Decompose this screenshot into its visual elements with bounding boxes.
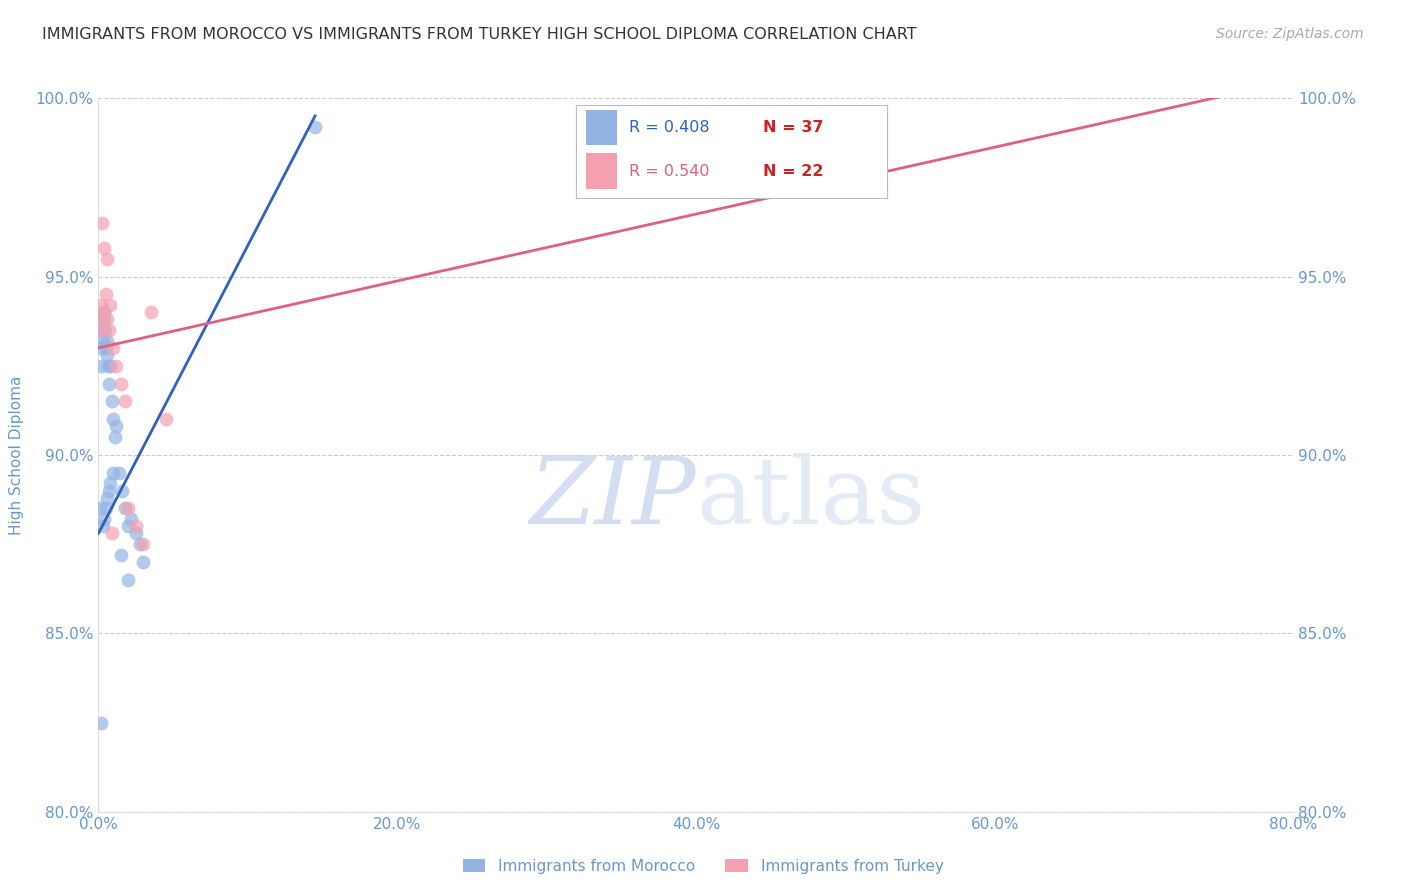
Text: IMMIGRANTS FROM MOROCCO VS IMMIGRANTS FROM TURKEY HIGH SCHOOL DIPLOMA CORRELATIO: IMMIGRANTS FROM MOROCCO VS IMMIGRANTS FR… xyxy=(42,27,917,42)
Point xyxy=(155,412,177,426)
Point xyxy=(94,341,117,355)
Point xyxy=(103,341,125,355)
Point xyxy=(100,476,122,491)
Point xyxy=(93,512,115,526)
Point xyxy=(93,241,115,255)
Point xyxy=(91,323,114,337)
Point xyxy=(93,305,115,319)
Point xyxy=(110,376,132,391)
Point xyxy=(94,323,117,337)
Point xyxy=(93,312,115,326)
Point xyxy=(91,334,114,348)
Point xyxy=(96,348,118,362)
Point xyxy=(96,312,118,326)
Point xyxy=(304,120,326,134)
Point xyxy=(97,376,120,391)
Point xyxy=(96,491,118,505)
Point xyxy=(100,359,122,373)
Point xyxy=(90,359,112,373)
Point xyxy=(101,394,124,409)
Point xyxy=(132,555,155,569)
Point xyxy=(90,715,112,730)
Point xyxy=(89,501,111,516)
Point xyxy=(90,312,112,326)
Point xyxy=(1059,84,1081,98)
Point xyxy=(90,298,112,312)
Point xyxy=(105,419,128,434)
Point xyxy=(125,526,148,541)
Point xyxy=(100,298,122,312)
Point xyxy=(117,501,139,516)
Text: Source: ZipAtlas.com: Source: ZipAtlas.com xyxy=(1216,27,1364,41)
Point xyxy=(117,519,139,533)
Point xyxy=(132,537,155,551)
Point xyxy=(139,305,162,319)
Point xyxy=(125,519,148,533)
Point xyxy=(111,483,134,498)
Point xyxy=(91,323,114,337)
Point xyxy=(110,548,132,562)
Point xyxy=(117,573,139,587)
Point xyxy=(120,512,142,526)
Text: atlas: atlas xyxy=(696,453,925,542)
Point xyxy=(91,519,114,533)
Y-axis label: High School Diploma: High School Diploma xyxy=(10,376,24,534)
Point xyxy=(93,305,115,319)
Point xyxy=(103,466,125,480)
Point xyxy=(104,430,127,444)
Point xyxy=(108,466,131,480)
Point xyxy=(101,526,124,541)
Point xyxy=(94,287,117,301)
Point xyxy=(90,341,112,355)
Point xyxy=(114,501,136,516)
Point xyxy=(96,252,118,266)
Point xyxy=(103,412,125,426)
Point xyxy=(105,359,128,373)
Text: ZIP: ZIP xyxy=(529,453,696,542)
Point xyxy=(97,323,120,337)
Point xyxy=(91,216,114,230)
Legend: Immigrants from Morocco, Immigrants from Turkey: Immigrants from Morocco, Immigrants from… xyxy=(457,853,949,880)
Point xyxy=(97,483,120,498)
Point xyxy=(96,334,118,348)
Point xyxy=(94,501,117,516)
Point xyxy=(129,537,152,551)
Point xyxy=(97,359,120,373)
Point xyxy=(114,394,136,409)
